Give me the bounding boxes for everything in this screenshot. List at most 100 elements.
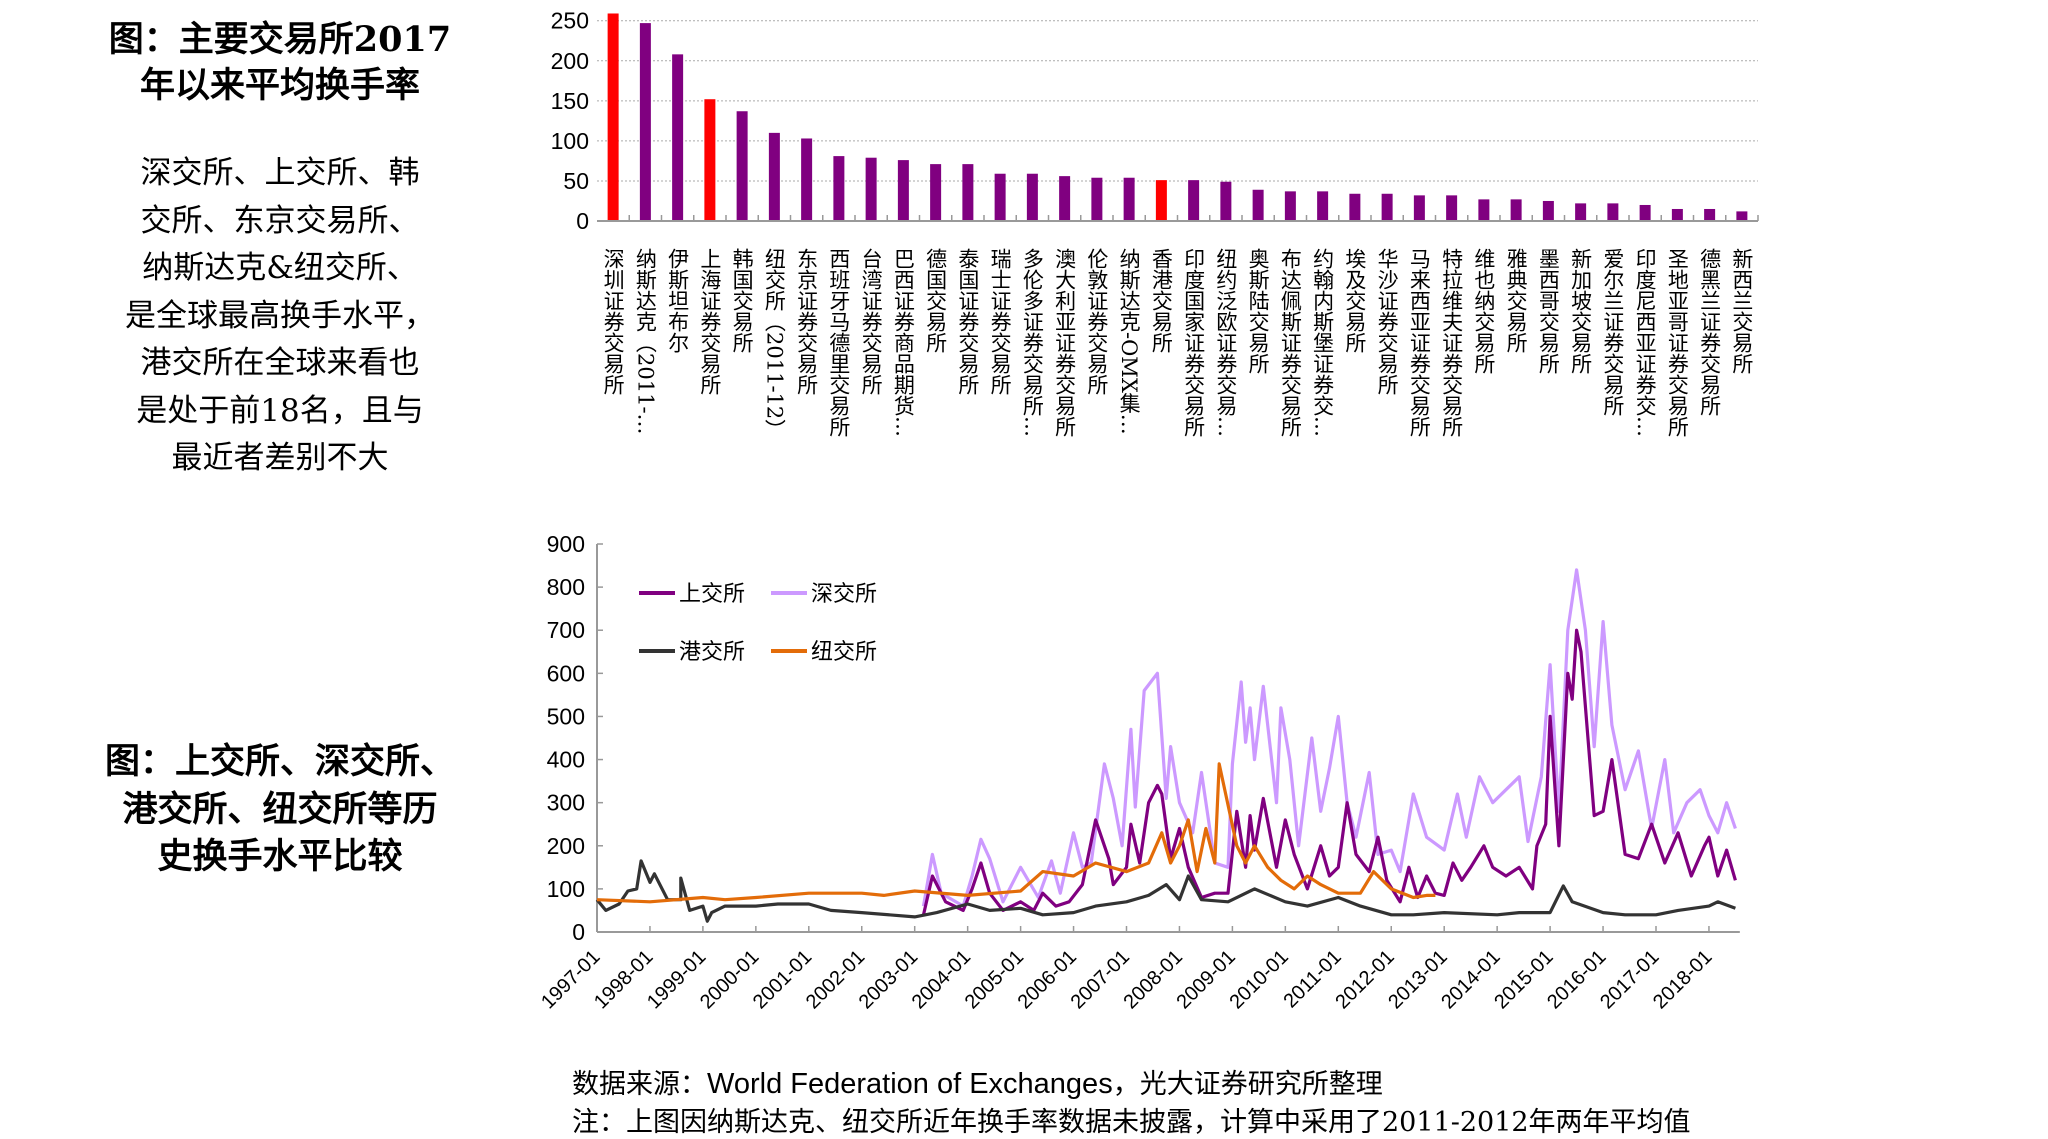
series-line-3	[596, 762, 1436, 904]
category-label: 澳大利亚证券交易所	[1052, 248, 1077, 437]
y-tick-label: 200	[547, 833, 585, 859]
category-label: 德国交易所	[923, 248, 948, 353]
bar	[1284, 191, 1296, 221]
legend-label: 上交所	[679, 582, 745, 607]
y-tick-label: 300	[547, 790, 585, 816]
bar	[1510, 199, 1522, 221]
bar	[1575, 203, 1587, 221]
bar	[1478, 199, 1490, 221]
category-label: 泰国证券交易所	[955, 248, 980, 395]
bar	[1704, 208, 1716, 221]
category-label: 纳斯达克-OMX集…	[1117, 248, 1142, 435]
category-label: 东京证券交易所	[794, 248, 819, 395]
category-label: 台湾证券交易所	[859, 248, 884, 395]
category-label: 纳斯达克（2011-…	[633, 248, 658, 435]
commentary-line: 是全球最高换手水平，	[125, 297, 435, 334]
category-label: 华沙证券交易所	[1375, 248, 1400, 395]
y-tick-label: 0	[576, 208, 589, 234]
commentary-line: 是处于前18名，且与	[136, 392, 424, 429]
source-en: World Federation of Exchanges	[707, 1068, 1113, 1100]
category-label: 墨西哥交易所	[1536, 248, 1561, 374]
series-line-1	[921, 568, 1737, 908]
commentary-line: 最近者差别不大	[171, 440, 389, 476]
bar	[1123, 177, 1135, 221]
data-source: 数据来源：World Federation of Exchanges，光大证券研…	[572, 1062, 1383, 1101]
category-label: 上海证券交易所	[697, 248, 722, 395]
bar	[1542, 200, 1554, 221]
source-prefix: 数据来源：	[572, 1069, 707, 1100]
y-tick-label: 900	[547, 531, 585, 557]
bar-chart: 0 50 100 150 200 250	[551, 8, 1759, 234]
commentary-line: 深交所、上交所、韩	[140, 155, 420, 191]
x-tick-label: 2018-01	[1649, 946, 1716, 1013]
commentary-line: 纳斯达克&纽交所、	[142, 250, 418, 286]
chart-title-bar: 图：主要交易所2017	[108, 19, 452, 60]
y-tick-label: 400	[547, 747, 585, 773]
bar	[994, 173, 1006, 221]
bar	[1220, 181, 1232, 221]
bar	[1736, 211, 1748, 221]
bar	[1317, 191, 1329, 221]
category-label: 纽交所（2011-12）	[762, 248, 787, 441]
bar	[1059, 176, 1071, 221]
series-line-0	[921, 628, 1737, 916]
bar	[1671, 208, 1683, 221]
y-tick-label: 800	[547, 574, 585, 600]
legend-label: 纽交所	[811, 640, 877, 665]
footnote: 注：上图因纳斯达克、纽交所近年换手率数据未披露，计算中采用了2011-2012年…	[572, 1107, 1691, 1138]
category-label: 雅典交易所	[1504, 248, 1529, 353]
category-label: 伊斯坦布尔	[665, 248, 690, 353]
category-label: 瑞士证券交易所	[988, 248, 1013, 395]
category-label: 约翰内斯堡证券交…	[1310, 248, 1335, 437]
y-tick-label: 100	[547, 876, 585, 902]
chart-title-line: 史换手水平比较	[157, 836, 403, 877]
bar	[1091, 177, 1103, 221]
bar	[1639, 204, 1651, 221]
y-tick-label: 50	[563, 168, 589, 194]
bar	[801, 138, 813, 221]
category-label: 维也纳交易所	[1471, 248, 1496, 374]
bar	[607, 13, 619, 222]
chart-title-bar: 年以来平均换手率	[139, 65, 420, 106]
category-label: 香港交易所	[1149, 248, 1174, 353]
category-label: 伦敦证券交易所	[1084, 248, 1109, 395]
category-label: 奥斯陆交易所	[1246, 248, 1271, 374]
bar	[1413, 195, 1425, 221]
bar	[704, 99, 716, 221]
category-label: 深圳证券交易所	[601, 248, 626, 395]
line-chart: 01002003004005006007008009001997-011998-…	[537, 531, 1740, 1013]
y-tick-label: 600	[547, 660, 585, 686]
x-tick-label: 2010-01	[1225, 946, 1292, 1013]
category-label: 纽约泛欧证券交易…	[1213, 248, 1238, 437]
bar	[1155, 180, 1167, 221]
bar	[833, 156, 845, 221]
y-tick-label: 150	[551, 88, 589, 114]
bar	[1188, 180, 1200, 221]
bar	[865, 157, 877, 221]
category-label: 韩国交易所	[730, 248, 755, 353]
category-label: 多伦多证券交易所…	[1020, 248, 1045, 437]
chart-title-line: 图：上交所、深交所、	[104, 741, 455, 782]
legend-label: 深交所	[811, 582, 877, 607]
bar	[1381, 193, 1393, 221]
category-label: 德黑兰证券交易所	[1697, 248, 1722, 416]
y-tick-label: 0	[572, 919, 585, 945]
bar	[897, 160, 909, 221]
category-label: 布达佩斯证券交易所	[1278, 248, 1303, 437]
category-label: 印度尼西亚证券交…	[1633, 248, 1658, 437]
bar	[930, 164, 942, 221]
bar	[1446, 195, 1458, 221]
source-suffix: ，光大证券研究所整理	[1112, 1069, 1383, 1100]
bar	[1349, 193, 1361, 221]
category-label: 圣地亚哥证券交易所	[1665, 248, 1690, 437]
y-tick-label: 100	[551, 128, 589, 154]
bar	[1607, 203, 1619, 221]
y-tick-label: 250	[551, 8, 589, 34]
category-label: 印度国家证券交易所	[1181, 248, 1206, 437]
chart-title-line: 港交所、纽交所等历	[122, 788, 438, 830]
legend-label: 港交所	[679, 640, 745, 665]
y-tick-label: 700	[547, 617, 585, 643]
category-label: 爱尔兰证券交易所	[1600, 248, 1625, 416]
bar	[962, 164, 974, 221]
y-tick-label: 200	[551, 48, 589, 74]
